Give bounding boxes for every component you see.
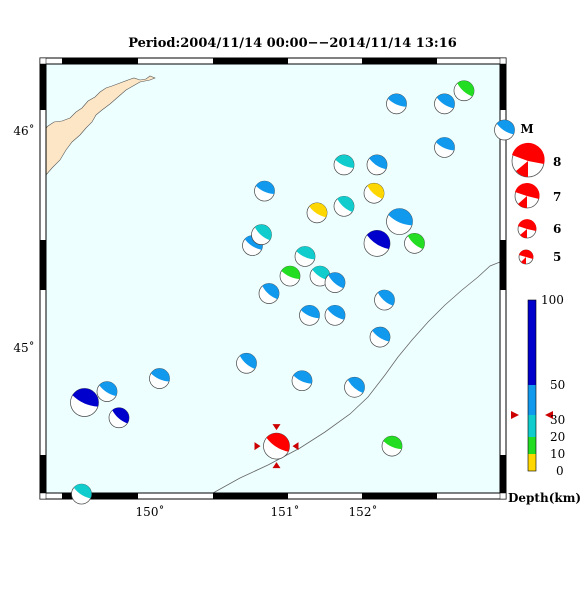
focal-mechanism-18 (294, 246, 316, 267)
magnitude-8-label: 8 (553, 155, 561, 169)
focal-mechanism-33 (434, 137, 455, 158)
x-tick-151: 151˚ (271, 504, 300, 519)
map-frame (39, 57, 507, 500)
y-tick-45: 45˚ (13, 340, 34, 355)
x-tick-152: 152˚ (349, 504, 378, 519)
focal-mechanism-25 (366, 154, 388, 176)
depth-colorbar-label: Depth(km) (508, 491, 581, 505)
focal-mechanism-32 (453, 80, 475, 102)
focal-mechanism-7 (263, 432, 290, 460)
focal-mechanism-21 (254, 180, 275, 202)
focal-mechanism-22 (306, 202, 328, 224)
focal-mechanism-13 (324, 304, 346, 326)
main-event-markers (254, 424, 299, 469)
focal-mechanism-15 (279, 265, 301, 287)
depth-tick-10: 10 (550, 447, 565, 461)
focal-mechanism-26 (363, 182, 385, 204)
depth-colorbar: 100 50 30 20 10 0 Depth(km) (508, 293, 581, 505)
magnitude-legend: M 8 7 6 5 (511, 122, 561, 265)
depth-tick-30: 30 (550, 413, 565, 427)
focal-mechanism-11 (374, 289, 395, 311)
depth-tick-100: 100 (541, 293, 564, 307)
magnitude-5-symbol (518, 249, 534, 265)
focal-mechanism-27 (386, 208, 413, 235)
y-tick-46: 46˚ (13, 123, 34, 138)
magnitude-8-symbol (511, 142, 545, 178)
magnitude-legend-title: M (520, 122, 533, 136)
depth-tick-20: 20 (550, 430, 565, 444)
earthquake-events (70, 80, 515, 505)
focal-mechanism-9 (381, 435, 403, 457)
focal-mechanism-14 (258, 283, 280, 304)
focal-mechanism-29 (404, 233, 425, 254)
focal-mechanism-3 (149, 368, 170, 389)
magnitude-5-label: 5 (553, 250, 561, 264)
magnitude-7-symbol (514, 183, 540, 209)
focal-mechanism-0 (70, 388, 99, 417)
focal-mechanism-2 (108, 407, 130, 429)
depth-tick-50: 50 (550, 378, 565, 392)
focal-mechanism-24 (333, 154, 355, 176)
focal-mechanism-23 (333, 195, 355, 217)
focal-mechanism-17 (324, 272, 346, 293)
focal-mechanism-20 (251, 224, 272, 245)
focal-mechanism-10 (369, 326, 391, 348)
magnitude-6-symbol (517, 219, 537, 239)
focal-mechanism-30 (386, 93, 407, 115)
focal-mechanism-12 (299, 304, 320, 326)
land-area (45, 64, 156, 176)
map-title: Period:2004/11/14 00:00−−2014/11/14 13:1… (128, 36, 457, 51)
focal-mechanism-34 (494, 119, 515, 141)
x-tick-150: 150˚ (136, 504, 165, 519)
depth-tick-0: 0 (556, 464, 564, 478)
focal-mechanism-5 (236, 352, 257, 374)
focal-mechanism-28 (363, 230, 391, 257)
focal-mechanism-1 (96, 381, 118, 402)
ocean-area (46, 64, 500, 493)
focal-mechanism-6 (291, 370, 313, 392)
focal-mechanism-31 (434, 93, 455, 115)
magnitude-7-label: 7 (553, 190, 561, 204)
magnitude-6-label: 6 (553, 222, 561, 236)
focal-mechanism-8 (344, 376, 365, 398)
focal-mechanism-4 (71, 483, 92, 505)
